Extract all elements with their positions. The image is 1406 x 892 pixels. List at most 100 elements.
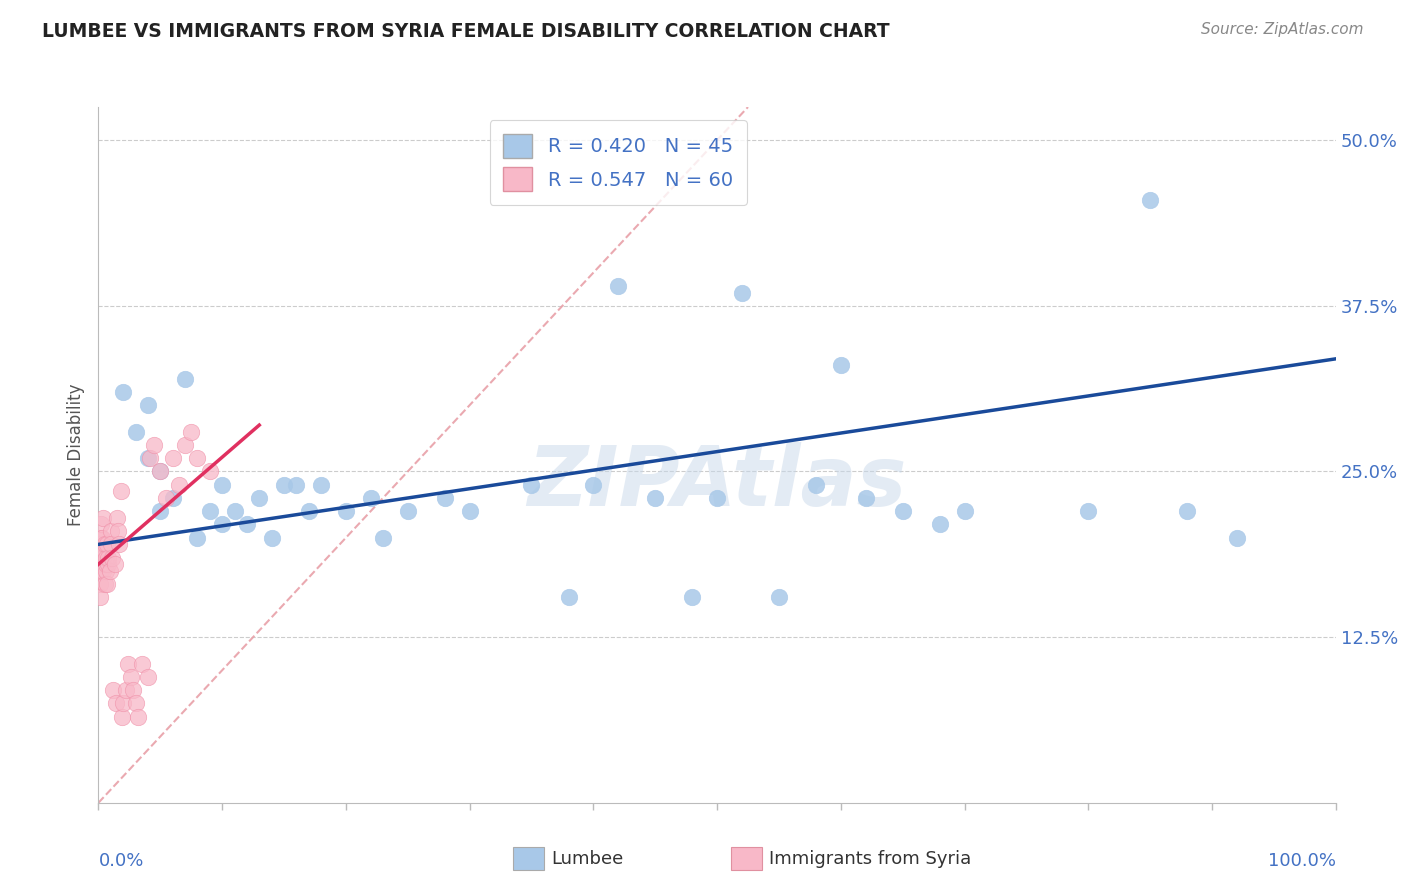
Point bbox=[143, 438, 166, 452]
Point bbox=[89, 531, 111, 545]
Point bbox=[124, 425, 146, 439]
Point bbox=[127, 709, 149, 723]
Point bbox=[112, 697, 135, 711]
Point bbox=[91, 531, 114, 545]
Point bbox=[136, 670, 159, 684]
Point bbox=[94, 550, 117, 565]
Point bbox=[768, 591, 790, 605]
Point bbox=[104, 697, 127, 711]
Point bbox=[120, 670, 142, 684]
Point bbox=[94, 558, 117, 572]
Point bbox=[90, 517, 112, 532]
Point bbox=[162, 451, 184, 466]
Point bbox=[706, 491, 728, 505]
Point bbox=[174, 438, 197, 452]
Point bbox=[93, 577, 115, 591]
Point bbox=[607, 279, 630, 293]
Point bbox=[103, 558, 125, 572]
Point bbox=[139, 451, 162, 466]
Point bbox=[100, 537, 122, 551]
Point bbox=[1077, 504, 1099, 518]
Point bbox=[1175, 504, 1198, 518]
Point bbox=[117, 657, 139, 671]
Point bbox=[644, 491, 666, 505]
Point bbox=[108, 537, 131, 551]
Point bbox=[360, 491, 382, 505]
Point bbox=[582, 477, 605, 491]
Point bbox=[557, 591, 579, 605]
Point bbox=[167, 477, 190, 491]
Point bbox=[162, 491, 184, 505]
Point bbox=[96, 577, 118, 591]
Point bbox=[111, 709, 134, 723]
Point bbox=[433, 491, 456, 505]
Point bbox=[804, 477, 827, 491]
Point bbox=[94, 564, 117, 578]
Text: Lumbee: Lumbee bbox=[551, 849, 623, 868]
Text: LUMBEE VS IMMIGRANTS FROM SYRIA FEMALE DISABILITY CORRELATION CHART: LUMBEE VS IMMIGRANTS FROM SYRIA FEMALE D… bbox=[42, 22, 890, 41]
Point bbox=[198, 504, 221, 518]
Point bbox=[122, 683, 145, 698]
Legend: R = 0.420   N = 45, R = 0.547   N = 60: R = 0.420 N = 45, R = 0.547 N = 60 bbox=[489, 120, 747, 204]
Text: Immigrants from Syria: Immigrants from Syria bbox=[769, 849, 972, 868]
Point bbox=[136, 451, 159, 466]
Point bbox=[105, 511, 128, 525]
Point bbox=[149, 504, 172, 518]
Point bbox=[260, 531, 283, 545]
Point bbox=[186, 531, 208, 545]
Point bbox=[90, 564, 112, 578]
Point bbox=[107, 524, 129, 538]
Point bbox=[236, 517, 259, 532]
Text: 0.0%: 0.0% bbox=[98, 852, 143, 870]
Point bbox=[89, 591, 111, 605]
Point bbox=[180, 425, 202, 439]
Point bbox=[136, 398, 159, 412]
Point bbox=[520, 477, 543, 491]
Text: ZIPAtlas: ZIPAtlas bbox=[527, 442, 907, 524]
Point bbox=[458, 504, 481, 518]
Point bbox=[149, 465, 172, 479]
Point bbox=[89, 564, 111, 578]
Point bbox=[110, 484, 132, 499]
Point bbox=[681, 591, 703, 605]
Point bbox=[198, 465, 221, 479]
Point bbox=[90, 544, 112, 558]
Point bbox=[112, 384, 135, 399]
Point bbox=[93, 564, 115, 578]
Point bbox=[97, 550, 120, 565]
Point bbox=[371, 531, 394, 545]
Point bbox=[186, 451, 208, 466]
Point bbox=[309, 477, 332, 491]
Point bbox=[855, 491, 877, 505]
Text: 100.0%: 100.0% bbox=[1268, 852, 1336, 870]
Point bbox=[93, 537, 115, 551]
Point bbox=[830, 359, 852, 373]
Point bbox=[93, 511, 115, 525]
Y-axis label: Female Disability: Female Disability bbox=[67, 384, 86, 526]
Point bbox=[93, 544, 115, 558]
Point bbox=[93, 550, 115, 565]
Point bbox=[247, 491, 270, 505]
Point bbox=[96, 537, 118, 551]
Point bbox=[273, 477, 295, 491]
Point bbox=[89, 577, 111, 591]
Point bbox=[731, 285, 754, 300]
Point bbox=[396, 504, 419, 518]
Point bbox=[124, 697, 146, 711]
Point bbox=[1226, 531, 1249, 545]
Point bbox=[335, 504, 357, 518]
Point bbox=[224, 504, 246, 518]
Point bbox=[211, 517, 233, 532]
Point bbox=[89, 537, 111, 551]
Point bbox=[90, 550, 112, 565]
Point bbox=[928, 517, 950, 532]
Point bbox=[98, 564, 121, 578]
Point bbox=[103, 683, 125, 698]
Point bbox=[149, 465, 172, 479]
Point bbox=[953, 504, 976, 518]
Point bbox=[285, 477, 308, 491]
Point bbox=[891, 504, 914, 518]
Point bbox=[114, 683, 136, 698]
Point bbox=[89, 544, 111, 558]
Point bbox=[174, 372, 197, 386]
